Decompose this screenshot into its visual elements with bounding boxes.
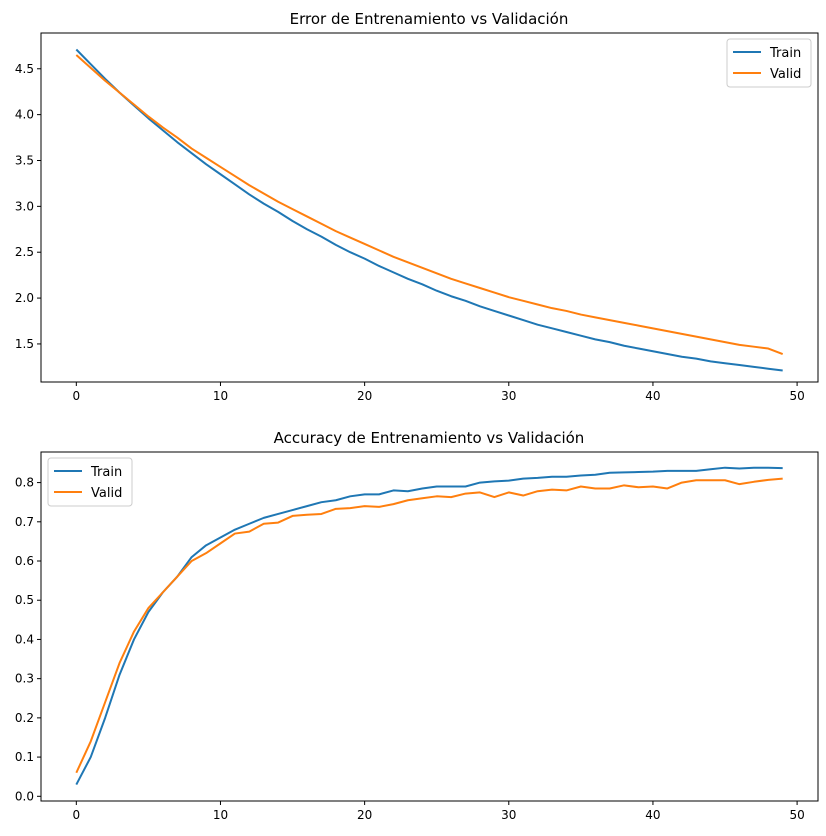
accuracy-chart-title: Accuracy de Entrenamiento vs Validación xyxy=(274,429,585,447)
loss-x-tick-label: 0 xyxy=(72,389,80,403)
accuracy-x-tick-label: 10 xyxy=(213,808,228,822)
loss-y-tick-label: 2.0 xyxy=(15,291,34,305)
loss-y-tick-label: 3.0 xyxy=(15,199,34,213)
accuracy-y-tick-label: 0.2 xyxy=(15,711,34,725)
accuracy-x-tick-label: 50 xyxy=(789,808,804,822)
loss-y-tick-label: 3.5 xyxy=(15,153,34,167)
loss-series-valid-line xyxy=(75,54,784,355)
loss-legend-valid-label: Valid xyxy=(770,67,801,82)
loss-chart-lines xyxy=(75,48,784,372)
accuracy-x-tick-label: 0 xyxy=(72,808,80,822)
loss-chart-ticks: 0 10 20 30 40 50 1.5 2.0 2.5 3.0 3.5 4.0 4.5 xyxy=(15,62,805,403)
loss-chart: Error de Entrenamiento vs Validación 0 10… xyxy=(15,10,819,403)
loss-series-train-line xyxy=(75,48,783,372)
accuracy-y-tick-label: 0.1 xyxy=(15,750,34,764)
loss-chart-axes-frame xyxy=(40,32,819,383)
accuracy-y-tick-label: 0.0 xyxy=(15,789,34,803)
accuracy-y-tick-label: 0.8 xyxy=(15,476,34,490)
accuracy-x-tick-label: 30 xyxy=(501,808,516,822)
loss-x-tick-label: 20 xyxy=(357,389,372,403)
accuracy-y-tick-label: 0.3 xyxy=(15,672,34,686)
accuracy-legend-train-label: Train xyxy=(90,465,122,480)
accuracy-y-tick-label: 0.4 xyxy=(15,632,34,646)
loss-y-tick-label: 1.5 xyxy=(15,337,34,351)
loss-legend-train-label: Train xyxy=(769,46,801,61)
loss-y-tick-label: 4.0 xyxy=(15,108,34,122)
loss-x-tick-label: 10 xyxy=(213,389,228,403)
accuracy-series-valid-line xyxy=(75,477,783,774)
accuracy-chart: Accuracy de Entrenamiento vs Validación … xyxy=(15,429,819,822)
loss-chart-title: Error de Entrenamiento vs Validación xyxy=(290,10,569,28)
accuracy-chart-axes-frame xyxy=(40,451,819,802)
accuracy-legend-valid-label: Valid xyxy=(91,486,122,501)
accuracy-y-tick-label: 0.6 xyxy=(15,554,34,568)
accuracy-chart-lines xyxy=(75,466,783,785)
accuracy-y-tick-label: 0.5 xyxy=(15,593,34,607)
loss-chart-legend: Train Valid xyxy=(726,38,812,88)
accuracy-chart-ticks: 0 10 20 30 40 50 0.0 0.1 0.2 0.3 0.4 0.5 0.6 0.7 0.8 xyxy=(15,476,805,822)
accuracy-chart-legend: Train Valid xyxy=(47,457,133,507)
accuracy-x-tick-label: 20 xyxy=(357,808,372,822)
loss-x-tick-label: 40 xyxy=(645,389,660,403)
accuracy-x-tick-label: 40 xyxy=(645,808,660,822)
accuracy-series-train-line xyxy=(75,466,783,785)
loss-y-tick-label: 2.5 xyxy=(15,245,34,259)
loss-y-tick-label: 4.5 xyxy=(15,62,34,76)
accuracy-y-tick-label: 0.7 xyxy=(15,515,34,529)
loss-x-tick-label: 30 xyxy=(501,389,516,403)
loss-x-tick-label: 50 xyxy=(789,389,804,403)
